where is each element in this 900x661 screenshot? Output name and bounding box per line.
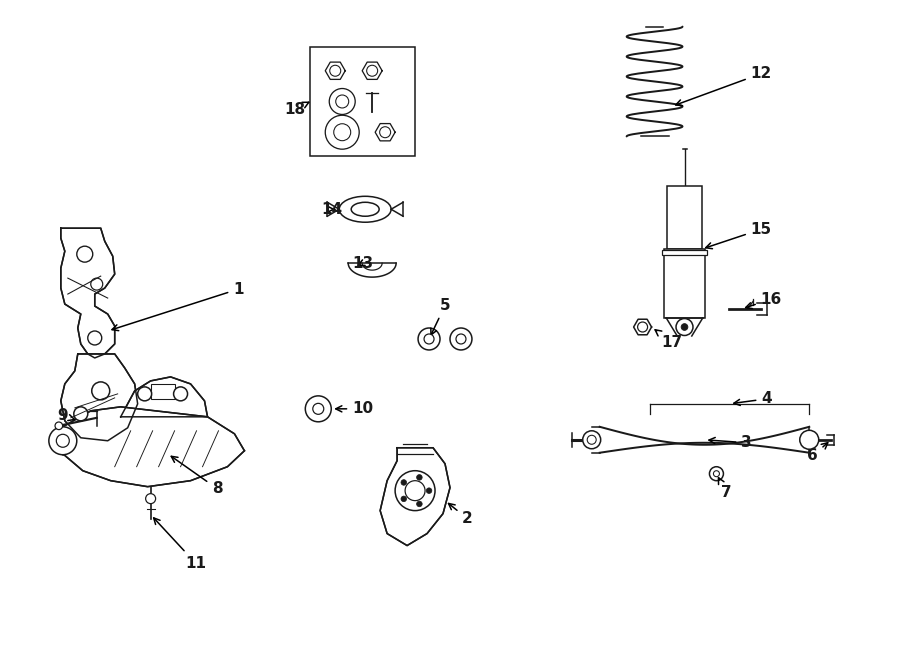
Circle shape: [418, 328, 440, 350]
Polygon shape: [63, 407, 245, 486]
Text: 18: 18: [284, 102, 309, 117]
Circle shape: [456, 334, 466, 344]
Text: 7: 7: [718, 478, 732, 500]
Circle shape: [91, 278, 103, 290]
Bar: [668, 186, 702, 249]
Text: 2: 2: [448, 504, 472, 526]
Circle shape: [401, 496, 407, 502]
Circle shape: [138, 387, 151, 401]
Text: 3: 3: [709, 435, 752, 450]
Circle shape: [334, 124, 351, 141]
Circle shape: [146, 494, 156, 504]
Text: 11: 11: [154, 518, 206, 570]
Text: 8: 8: [171, 456, 222, 496]
Circle shape: [336, 95, 348, 108]
Circle shape: [676, 319, 693, 336]
Circle shape: [587, 436, 596, 444]
Text: 12: 12: [676, 66, 772, 106]
Circle shape: [74, 407, 88, 421]
Text: 14: 14: [321, 202, 342, 217]
Circle shape: [380, 127, 391, 137]
Circle shape: [305, 396, 331, 422]
Text: 1: 1: [112, 282, 244, 330]
Circle shape: [92, 382, 110, 400]
Bar: [663, 249, 706, 318]
Circle shape: [49, 427, 76, 455]
Bar: [310, 46, 415, 157]
Circle shape: [313, 403, 324, 414]
Text: 13: 13: [352, 256, 374, 270]
Circle shape: [329, 65, 341, 76]
Circle shape: [329, 89, 356, 114]
Circle shape: [427, 488, 432, 494]
Text: 16: 16: [745, 292, 782, 309]
Text: 15: 15: [706, 221, 772, 249]
Circle shape: [450, 328, 472, 350]
Polygon shape: [61, 354, 138, 441]
Circle shape: [76, 246, 93, 262]
Circle shape: [417, 475, 422, 480]
Bar: [662, 250, 707, 255]
Text: 5: 5: [431, 298, 450, 335]
Text: 6: 6: [807, 443, 828, 463]
Circle shape: [714, 471, 719, 477]
Text: 10: 10: [336, 401, 374, 416]
Circle shape: [417, 501, 422, 507]
Circle shape: [582, 431, 600, 449]
Circle shape: [57, 434, 69, 447]
Polygon shape: [380, 447, 450, 545]
Circle shape: [88, 331, 102, 345]
Circle shape: [366, 65, 378, 76]
Text: 9: 9: [58, 408, 75, 423]
Circle shape: [325, 115, 359, 149]
Circle shape: [800, 430, 819, 449]
Ellipse shape: [339, 196, 392, 222]
Polygon shape: [121, 377, 208, 417]
Circle shape: [405, 481, 425, 500]
Circle shape: [681, 324, 688, 330]
Ellipse shape: [351, 202, 379, 216]
Circle shape: [395, 471, 435, 510]
Polygon shape: [150, 384, 175, 399]
Circle shape: [55, 422, 63, 430]
Circle shape: [424, 334, 434, 344]
Circle shape: [174, 387, 187, 401]
Text: 17: 17: [655, 330, 683, 350]
Circle shape: [709, 467, 724, 481]
Circle shape: [401, 480, 407, 485]
Polygon shape: [61, 228, 114, 358]
Text: 4: 4: [734, 391, 772, 407]
